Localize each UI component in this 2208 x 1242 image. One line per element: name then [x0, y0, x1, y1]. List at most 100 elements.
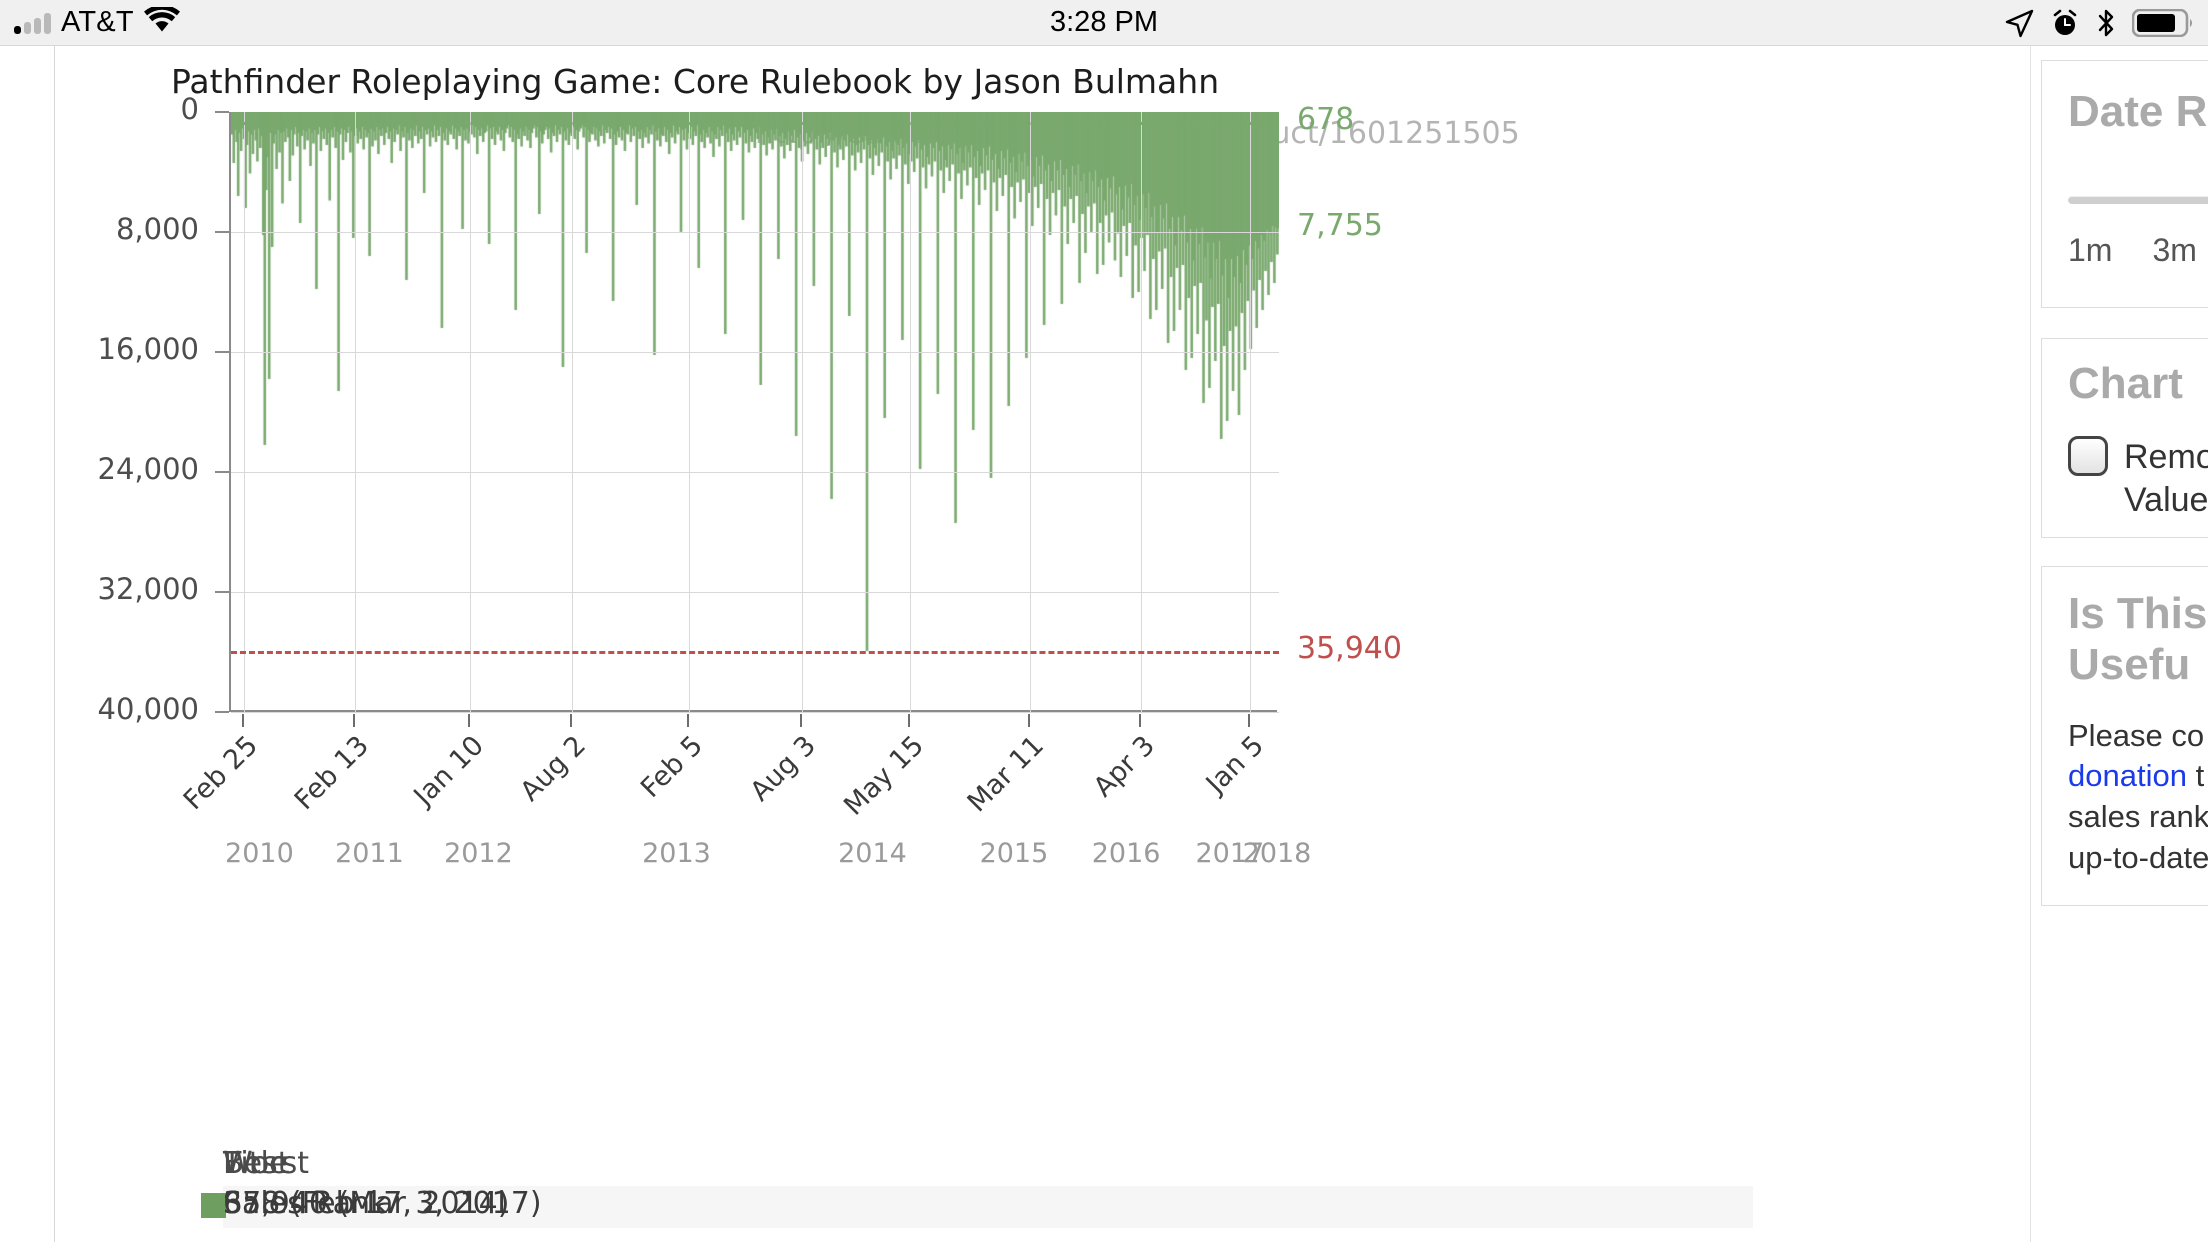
marker-label-worst: 35,940 — [1297, 631, 1402, 667]
signal-bars-icon — [14, 12, 51, 34]
x-tick-mark — [467, 714, 470, 727]
legend-header-best: Best — [223, 1146, 290, 1181]
x-year-label: 2018 — [1242, 838, 1312, 869]
chart-options-card: Chart Remo Value — [2041, 338, 2208, 538]
y-tick-mark — [215, 711, 229, 713]
y-gridline — [231, 352, 1279, 353]
useful-body-line-2: donation t — [2068, 756, 2208, 797]
sales-rank-chart-panel: Pathfinder Roleplaying Game: Core Rulebo… — [55, 46, 2010, 1242]
ios-status-bar: AT&T 3:28 PM — [0, 0, 2208, 46]
location-arrow-icon — [2004, 8, 2034, 38]
x-gridline — [243, 112, 245, 712]
remove-values-checkbox[interactable] — [2068, 436, 2108, 477]
x-gridline — [1140, 112, 1142, 712]
legend-series-worst: 35,940 (Mar 3, 2017) — [223, 1186, 542, 1221]
bluetooth-icon — [2096, 8, 2116, 38]
date-range-card: Date R 1m 3m — [2041, 60, 2208, 308]
x-tick-mark — [908, 714, 911, 727]
remove-values-label: Remo Value — [2124, 438, 2208, 519]
carrier-label: AT&T — [61, 6, 134, 38]
y-tick-label: 8,000 — [115, 212, 199, 246]
x-tick-mark — [1027, 714, 1030, 727]
y-tick-mark — [215, 111, 229, 113]
y-tick-mark — [215, 591, 229, 593]
legend-color-swatch — [201, 1193, 226, 1218]
legend-header-worst: Worst — [223, 1146, 309, 1181]
x-year-label: 2012 — [444, 838, 513, 869]
x-tick-mark — [352, 714, 355, 727]
x-year-label: 2010 — [225, 838, 294, 869]
useful-body-line-4: up-to-date — [2068, 840, 2208, 876]
chart-title: Pathfinder Roleplaying Game: Core Rulebo… — [171, 62, 1220, 101]
x-tick-mark — [686, 714, 689, 727]
x-tick-mark — [1138, 714, 1141, 727]
x-tick-mark — [569, 714, 572, 727]
is-this-useful-card: Is This Usefu Please co donation t sales… — [2041, 566, 2208, 906]
marker-label-current: 7,755 — [1297, 208, 1383, 244]
x-year-label: 2014 — [838, 838, 907, 869]
x-year-label: 2015 — [979, 838, 1049, 869]
chart-card-title: Chart — [2068, 359, 2183, 408]
x-year-label: 2013 — [642, 838, 711, 869]
marker-line-worst — [231, 651, 1279, 655]
y-tick-mark — [215, 351, 229, 353]
battery-icon — [2132, 8, 2194, 37]
y-tick-mark — [215, 471, 229, 473]
wifi-icon — [143, 4, 180, 38]
y-tick-label: 40,000 — [97, 692, 199, 726]
sales-rank-series — [231, 112, 1279, 712]
x-year-label: 2011 — [335, 838, 404, 869]
x-year-label: 2016 — [1091, 838, 1161, 869]
x-tick-mark — [241, 714, 244, 727]
range-button-3m[interactable]: 3m — [2152, 232, 2197, 269]
legend-data-row[interactable]: Sales Rank 678 (Feb 17, 2014) 35,940 (Ma… — [201, 1186, 1753, 1228]
status-bar-clock: 3:28 PM — [1050, 6, 1158, 38]
legend-series-title: Sales Rank — [223, 1186, 388, 1221]
useful-body-line-3: sales rank — [2068, 799, 2208, 835]
marker-line-best — [231, 122, 1279, 126]
x-gridline — [354, 112, 356, 712]
remove-values-option[interactable]: Remo Value — [2068, 436, 2208, 521]
status-bar-right — [2004, 8, 2208, 38]
useful-card-title-line1: Is This — [2068, 589, 2208, 638]
y-tick-mark — [215, 231, 229, 233]
page-left-rule — [54, 46, 55, 1242]
y-tick-label: 16,000 — [97, 332, 199, 366]
x-gridline — [571, 112, 573, 712]
x-gridline — [688, 112, 690, 712]
useful-card-body: Please co donation t sales rank up-to-da… — [2068, 716, 2208, 880]
chart-plot-area[interactable] — [229, 112, 1279, 713]
chart-legend-table: Title Best Worst Sales Rank 678 (Feb 17,… — [201, 1146, 1753, 1228]
y-tick-label: 0 — [180, 92, 199, 126]
x-gridline — [802, 112, 804, 712]
y-tick-label: 32,000 — [97, 572, 199, 606]
marker-label-best: 678 — [1297, 102, 1355, 138]
x-gridline — [1249, 112, 1251, 712]
x-gridline — [469, 112, 471, 712]
right-sidebar: Date R 1m 3m Chart Remo Value Is This Use… — [2030, 46, 2208, 1242]
y-gridline — [231, 592, 1279, 593]
y-gridline — [231, 472, 1279, 473]
date-range-buttons: 1m 3m — [2068, 232, 2208, 269]
alarm-clock-icon — [2050, 8, 2080, 38]
y-tick-label: 24,000 — [97, 452, 199, 486]
y-gridline — [231, 712, 1279, 713]
x-gridline — [910, 112, 912, 712]
date-range-title: Date R — [2068, 87, 2208, 136]
date-range-slider[interactable] — [2068, 196, 2208, 205]
useful-card-title-line2: Usefu — [2068, 640, 2191, 690]
x-tick-mark — [800, 714, 803, 727]
x-year-label: 2017 — [1195, 838, 1265, 869]
x-tick-mark — [1247, 714, 1250, 727]
y-gridline — [231, 232, 1279, 233]
useful-body-line-1: Please co — [2068, 717, 2205, 753]
status-bar-left: AT&T — [0, 4, 180, 39]
range-button-1m[interactable]: 1m — [2068, 232, 2113, 269]
useful-body-line-2-rest: t — [2186, 758, 2205, 794]
legend-header-row: Title Best Worst — [223, 1146, 1753, 1186]
page-body: Pathfinder Roleplaying Game: Core Rulebo… — [0, 46, 2208, 1242]
legend-series-best: 678 (Feb 17, 2014) — [223, 1186, 510, 1221]
legend-header-title: Title — [223, 1146, 288, 1181]
x-gridline — [1029, 112, 1031, 712]
donation-link[interactable]: donation — [2068, 758, 2187, 794]
